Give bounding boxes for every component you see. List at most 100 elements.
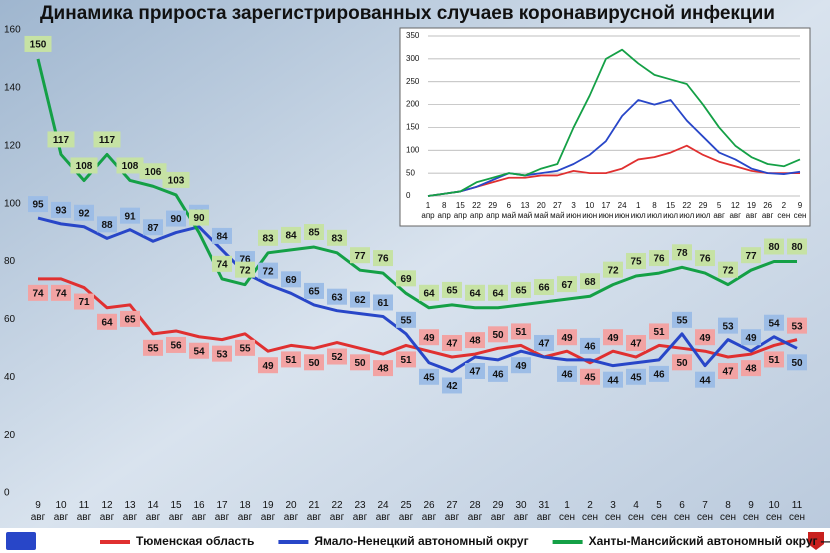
x-tick-label: 30 авг [514, 500, 529, 523]
value-label-box [718, 362, 738, 379]
value-label-box [465, 332, 485, 349]
x-tick-label: 6 май [502, 201, 516, 220]
value-label: 90 [193, 213, 205, 224]
value-label-box [189, 209, 209, 226]
value-label: 64 [101, 317, 113, 328]
value-label: 69 [285, 275, 297, 286]
value-label: 77 [354, 251, 366, 262]
value-label: 48 [745, 364, 757, 375]
value-label-box [626, 334, 646, 351]
value-label: 65 [446, 286, 458, 297]
value-label: 46 [561, 370, 573, 381]
value-label: 76 [377, 254, 389, 265]
value-label: 95 [32, 200, 44, 211]
value-label-box [327, 229, 347, 246]
x-tick-label: 17 авг [215, 500, 230, 523]
value-label-box [304, 282, 324, 299]
value-label-box [350, 354, 370, 371]
x-tick-label: 1 сен [559, 500, 575, 523]
x-tick-label: 3 июн [566, 201, 581, 220]
value-label-box [28, 196, 48, 213]
x-tick-label: 20 авг [284, 500, 299, 523]
value-label-box [350, 291, 370, 308]
value-label: 50 [308, 358, 320, 369]
value-label: 80 [791, 242, 803, 253]
value-label: 44 [699, 375, 711, 386]
value-label: 53 [791, 321, 803, 332]
value-label: 83 [331, 233, 343, 244]
value-label-box [373, 360, 393, 377]
x-tick-label: 26 авг [422, 500, 437, 523]
x-tick-label: 12 авг [100, 500, 115, 523]
y-tick-label: 150 [406, 123, 420, 132]
value-label: 91 [124, 211, 136, 222]
value-label: 55 [239, 343, 251, 354]
value-label-box [212, 345, 232, 362]
value-label: 87 [147, 223, 159, 234]
value-label-box [350, 247, 370, 264]
value-label: 47 [469, 367, 481, 378]
value-label: 48 [469, 336, 481, 347]
value-label: 52 [331, 352, 343, 363]
value-label-box [235, 339, 255, 356]
x-tick-label: 5 авг [713, 201, 725, 220]
x-tick-label: 2 сен [777, 201, 790, 220]
value-label-box [51, 201, 71, 218]
x-tick-label: 13 май [518, 201, 532, 220]
emblem [808, 532, 824, 550]
value-label-box [741, 329, 761, 346]
value-label: 76 [239, 255, 251, 266]
value-label-box [212, 255, 232, 272]
x-tick-label: 23 авг [353, 500, 368, 523]
series-line [36, 58, 797, 310]
value-label: 62 [354, 295, 366, 306]
value-label-box [649, 365, 669, 382]
value-label: 49 [745, 333, 757, 344]
value-label-box [51, 284, 71, 301]
value-label: 45 [584, 372, 596, 383]
value-label: 64 [423, 288, 435, 299]
value-label: 88 [101, 220, 113, 231]
value-label-box [396, 351, 416, 368]
value-label-box [603, 261, 623, 278]
value-label-box [120, 207, 140, 224]
series-line [427, 99, 801, 197]
value-label: 46 [492, 370, 504, 381]
x-tick-label: 24 авг [376, 500, 391, 523]
value-label-box [603, 371, 623, 388]
y-tick-label: 140 [4, 83, 21, 94]
x-tick-label: 16 авг [192, 500, 207, 523]
value-label: 64 [469, 288, 481, 299]
value-label-box [580, 368, 600, 385]
value-label: 117 [99, 135, 116, 146]
value-label-box [419, 284, 439, 301]
value-label-box [764, 351, 784, 368]
x-tick-label: 27 май [550, 201, 564, 220]
value-label: 50 [676, 358, 688, 369]
value-label: 49 [515, 361, 527, 372]
value-label: 150 [30, 40, 47, 51]
value-label-box [534, 334, 554, 351]
value-label-box [741, 247, 761, 264]
x-tick-label: 22 авг [330, 500, 345, 523]
x-tick-label: 15 июл [663, 201, 678, 220]
x-tick-label: 29 июл [695, 201, 710, 220]
y-tick-label: 100 [4, 198, 21, 209]
value-label: 49 [262, 361, 274, 372]
value-label: 66 [538, 283, 550, 294]
value-label-box [718, 317, 738, 334]
value-label-box [649, 323, 669, 340]
value-label: 71 [78, 297, 90, 308]
value-label: 61 [377, 298, 389, 309]
x-tick-label: 3 сен [605, 500, 621, 523]
y-tick-label: 0 [406, 191, 411, 200]
x-tick-label: 8 июл [647, 201, 662, 220]
x-tick-label: 9 сен [743, 500, 759, 523]
value-label-box [787, 317, 807, 334]
value-label-box [764, 314, 784, 331]
value-label-box [718, 261, 738, 278]
value-label-box [189, 342, 209, 359]
y-tick-label: 350 [406, 31, 420, 40]
value-label: 53 [216, 349, 228, 360]
